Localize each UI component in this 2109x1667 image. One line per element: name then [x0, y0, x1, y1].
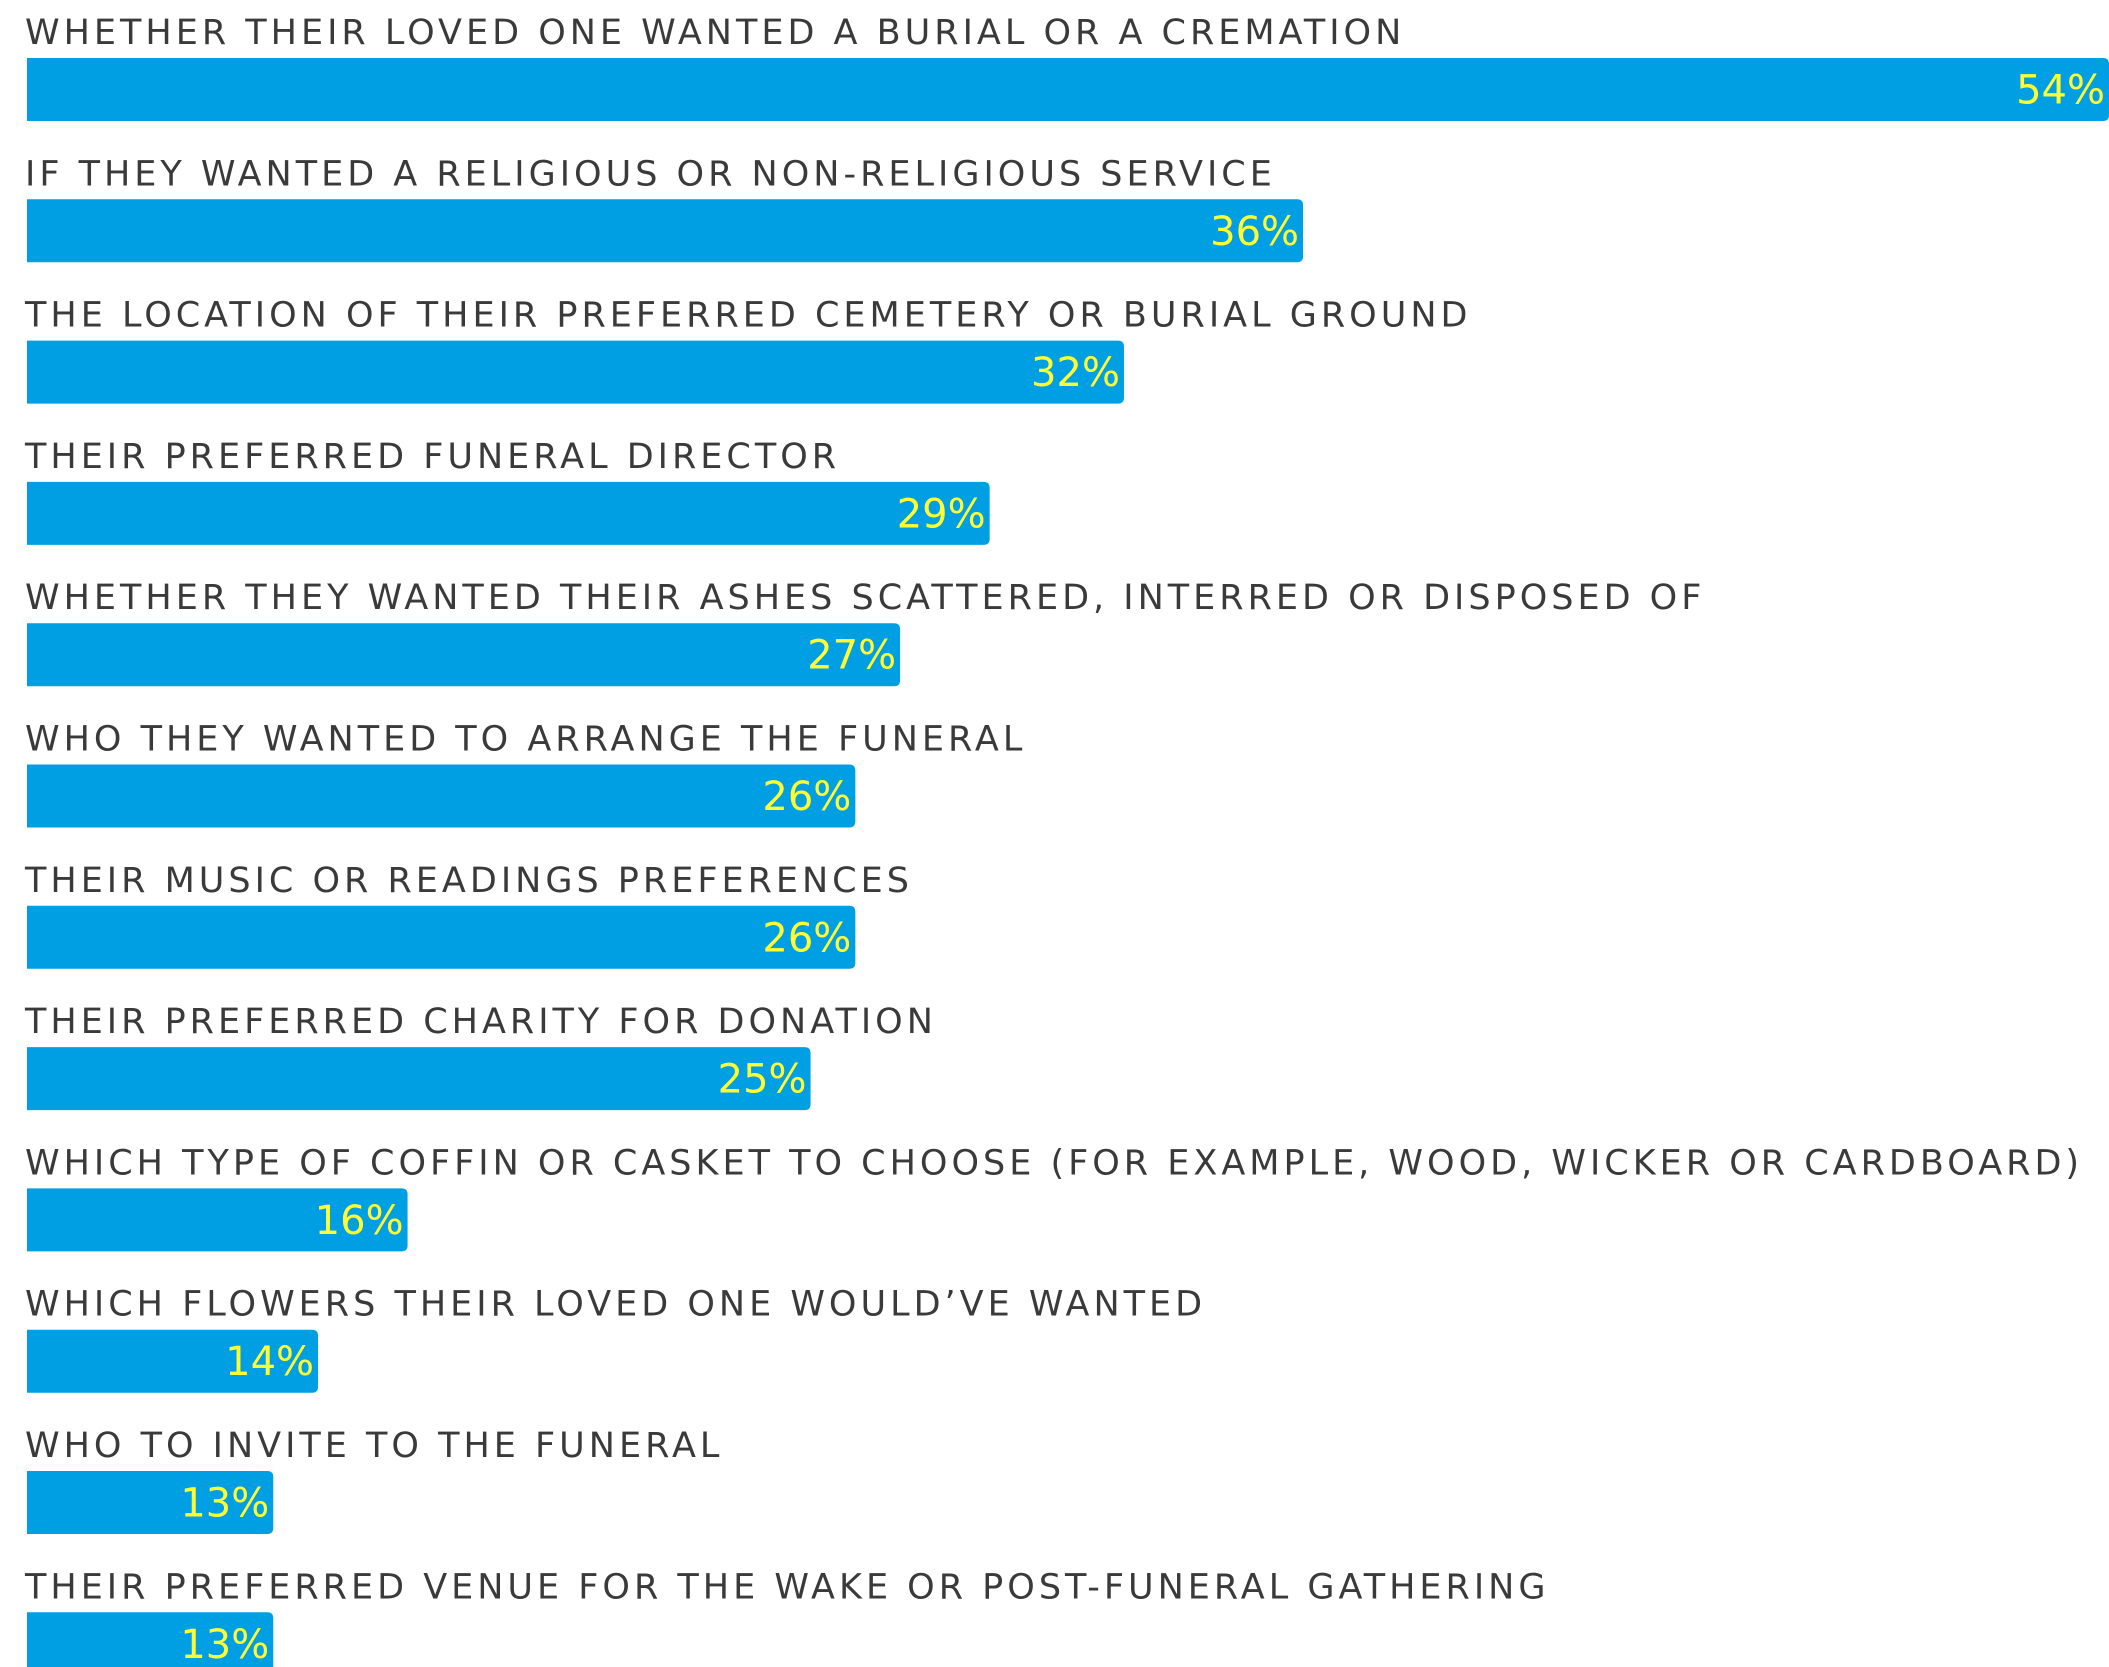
value-label: 13%: [180, 1481, 269, 1527]
category-label: THEIR MUSIC OR READINGS PREFERENCES: [24, 861, 913, 901]
bar: [27, 199, 1304, 263]
value-label: 36%: [1210, 209, 1299, 255]
value-label: 26%: [762, 915, 851, 961]
value-label: 25%: [718, 1057, 807, 1103]
value-label: 14%: [225, 1339, 314, 1385]
value-label: 32%: [1031, 350, 1120, 396]
bar: [27, 58, 2109, 121]
value-label: 16%: [315, 1198, 404, 1244]
category-label: THEIR PREFERRED CHARITY FOR DONATION: [24, 1002, 937, 1042]
category-label: THEIR PREFERRED FUNERAL DIRECTOR: [24, 437, 840, 477]
category-label: WHO TO INVITE TO THE FUNERAL: [25, 1426, 723, 1466]
bar: [27, 623, 901, 687]
value-label: 26%: [762, 774, 851, 820]
value-label: 54%: [2016, 68, 2105, 114]
bar: [27, 340, 1124, 404]
category-label: THEIR PREFERRED VENUE FOR THE WAKE OR PO…: [24, 1567, 1549, 1607]
bar: [27, 1047, 811, 1111]
bar: [27, 1188, 408, 1252]
category-label: IF THEY WANTED A RELIGIOUS OR NON-RELIGI…: [25, 154, 1276, 194]
bar: [27, 1612, 274, 1667]
category-label: WHETHER THEY WANTED THEIR ASHES SCATTERE…: [25, 578, 1705, 618]
category-label: WHICH FLOWERS THEIR LOVED ONE WOULD’VE W…: [25, 1285, 1206, 1325]
category-label: WHO THEY WANTED TO ARRANGE THE FUNERAL: [25, 720, 1026, 760]
bar: [27, 1471, 274, 1534]
value-label: 29%: [897, 491, 986, 537]
bar: [27, 764, 856, 828]
category-label: THE LOCATION OF THEIR PREFERRED CEMETERY…: [24, 296, 1471, 336]
value-label: 13%: [180, 1622, 269, 1667]
value-label: 27%: [807, 633, 896, 679]
category-label: WHETHER THEIR LOVED ONE WANTED A BURIAL …: [25, 13, 1405, 53]
category-label: WHICH TYPE OF COFFIN OR CASKET TO CHOOSE…: [25, 1143, 2083, 1183]
bar: [27, 1329, 319, 1393]
bar: [27, 905, 856, 969]
bar: [27, 481, 990, 545]
